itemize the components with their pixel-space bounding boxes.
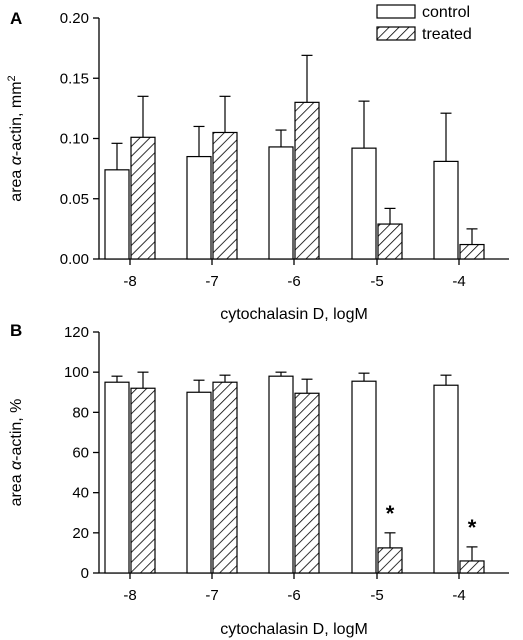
y-tick-label: 120 bbox=[64, 324, 89, 341]
control-bar bbox=[268, 375, 294, 574]
x-axis-label: cytochalasin D, logM bbox=[220, 306, 368, 323]
legend-swatch-treated bbox=[376, 26, 416, 41]
control-bar bbox=[351, 147, 377, 260]
y-tick-label: 20 bbox=[72, 525, 89, 542]
x-axis-label: cytochalasin D, logM bbox=[220, 621, 368, 638]
x-tick-label: -6 bbox=[287, 273, 300, 290]
control-bar bbox=[433, 384, 459, 574]
x-tick-label: -6 bbox=[287, 587, 300, 604]
control-bar bbox=[268, 146, 294, 260]
treated-bar bbox=[130, 387, 156, 574]
control-bar bbox=[186, 391, 212, 574]
y-tick-label: 80 bbox=[72, 404, 89, 421]
panel-letter: A bbox=[10, 9, 22, 28]
x-tick-label: -5 bbox=[370, 273, 383, 290]
y-axis-label-text: area bbox=[8, 470, 25, 506]
control-bar bbox=[104, 169, 130, 260]
x-tick-label: -4 bbox=[452, 587, 465, 604]
y-tick-label: 0.20 bbox=[60, 10, 89, 27]
x-tick-label: -5 bbox=[370, 587, 383, 604]
control-bar bbox=[186, 155, 212, 260]
control-bar bbox=[351, 380, 377, 574]
treated-bar bbox=[212, 381, 238, 574]
y-axis-label-text: -actin, % bbox=[8, 399, 25, 461]
treated-bar bbox=[294, 101, 320, 260]
y-axis-label-text: area bbox=[8, 165, 25, 201]
treated-bar bbox=[294, 392, 320, 574]
y-axis-label-alpha: α bbox=[8, 155, 25, 165]
panel-a: A 0.00 0.05 0.10 0.15 0.20 -8 -7 -6 -5 -4 cytochala… bbox=[6, 4, 509, 323]
legend: control treated bbox=[376, 4, 472, 43]
y-tick-label: 0.05 bbox=[60, 191, 89, 208]
y-tick-label: 60 bbox=[72, 445, 89, 462]
y-tick-label: 0.15 bbox=[60, 70, 89, 87]
y-tick-label: 100 bbox=[64, 364, 89, 381]
treated-bar bbox=[459, 560, 485, 574]
panel-b: B 0 20 40 60 80 100 120 -8 -7 -6 -5 -4 cytochalasin D… bbox=[8, 321, 509, 638]
control-bar bbox=[104, 381, 130, 574]
treated-bar bbox=[377, 547, 403, 574]
x-tick-label: -8 bbox=[123, 273, 136, 290]
legend-swatch-control bbox=[376, 4, 416, 19]
treated-bar bbox=[459, 243, 485, 260]
y-tick-label: 0 bbox=[81, 565, 89, 582]
y-axis-label-superscript: 2 bbox=[6, 75, 18, 81]
treated-bar bbox=[130, 136, 156, 260]
y-axis-label-alpha: α bbox=[8, 460, 25, 470]
x-tick-label: -8 bbox=[123, 587, 136, 604]
y-axis-label: area α-actin, mm2 bbox=[6, 75, 25, 201]
significance-asterisk: * bbox=[386, 501, 395, 526]
x-tick-label: -7 bbox=[205, 587, 218, 604]
x-tick-label: -7 bbox=[205, 273, 218, 290]
legend-label: control bbox=[422, 4, 470, 21]
y-tick-label: 0.10 bbox=[60, 131, 89, 148]
x-tick-label: -4 bbox=[452, 273, 465, 290]
panel-letter: B bbox=[10, 321, 22, 340]
y-tick-label: 0.00 bbox=[60, 251, 89, 268]
treated-bar bbox=[212, 131, 238, 260]
y-tick-label: 40 bbox=[72, 485, 89, 502]
legend-label: treated bbox=[422, 26, 472, 43]
treated-bar bbox=[377, 223, 403, 260]
y-axis-label-text: -actin, mm bbox=[8, 81, 25, 156]
significance-asterisk: * bbox=[468, 515, 477, 540]
y-axis-label: area α-actin, % bbox=[8, 399, 25, 507]
control-bar bbox=[433, 160, 459, 260]
